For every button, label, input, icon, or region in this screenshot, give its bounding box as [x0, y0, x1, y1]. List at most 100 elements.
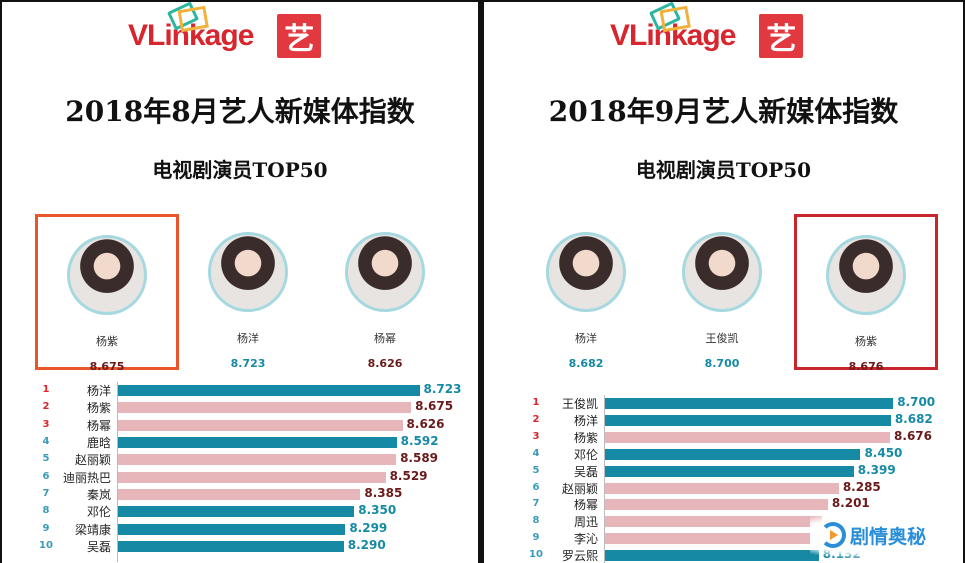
bar-row: 1 杨洋 8.723: [2, 382, 478, 399]
bar-row: 8 邓伦 8.350: [2, 503, 478, 520]
bar-category-label: 杨幂: [573, 498, 598, 513]
bar-row: 8 周迅: [484, 513, 963, 530]
avatar: [67, 235, 147, 315]
rank-label: 8: [42, 505, 50, 517]
bar-value-label: 8.529: [389, 468, 428, 483]
top-card: 杨洋 8.682: [514, 214, 658, 370]
avatar: [345, 232, 425, 312]
top-card: 王俊凯 8.700: [650, 214, 794, 370]
bar-value-label: 8.682: [894, 411, 933, 426]
bar: [118, 523, 346, 535]
watermark: 剧情奥秘: [810, 512, 960, 558]
top-card: 杨紫 8.676: [794, 214, 938, 373]
top-value: 8.676: [848, 360, 884, 373]
bar-row: 2 杨紫 8.675: [2, 399, 478, 416]
top-value: 8.626: [367, 357, 403, 370]
bar-row: 3 杨幂 8.626: [2, 417, 478, 434]
rank-label: 1: [42, 384, 50, 395]
top-card: 杨洋 8.723: [176, 214, 320, 370]
rank-label: 4: [532, 447, 540, 459]
bar-category-label: 周迅: [573, 515, 598, 530]
avatar: [208, 232, 288, 312]
bar: [605, 516, 823, 528]
bar-value-label: 8.399: [857, 462, 896, 477]
yi-badge-icon: 艺: [277, 14, 322, 58]
play-logo-icon: [820, 522, 846, 548]
bar-row: 5 吴磊 8.399: [484, 463, 963, 480]
bar-row: 2 杨洋 8.682: [484, 412, 963, 429]
bar-row: 7 秦岚 8.385: [2, 486, 478, 503]
rank-label: 3: [42, 418, 50, 430]
bar-row: 9 李沁: [484, 530, 963, 547]
rank-label: 10: [529, 549, 543, 561]
watermark-text: 剧情奥秘: [850, 525, 927, 548]
top-name: 杨幂: [374, 332, 396, 345]
rank-label: 1: [532, 397, 540, 408]
panel-august: VLinkage 艺 2018年8月艺人新媒体指数 电视剧演员TOP50 杨紫 8…: [2, 2, 478, 563]
rank-label: 10: [39, 540, 53, 552]
top-name: 杨洋: [575, 332, 597, 345]
rank-label: 7: [532, 498, 540, 510]
rank-label: 7: [42, 488, 50, 500]
rank-label: 6: [532, 481, 540, 493]
chart-axis: [117, 382, 118, 562]
bar-row: 1 王俊凯 8.700: [484, 395, 963, 412]
vlinkage-logo: VLinkage 艺: [610, 2, 804, 58]
bar-category-label: 杨洋: [86, 384, 111, 398]
bar-category-label: 王俊凯: [561, 397, 598, 411]
bar-row: 3 杨紫 8.676: [484, 429, 963, 446]
rank-label: 8: [532, 515, 540, 527]
bar: [605, 414, 891, 426]
bar: [118, 471, 386, 483]
bar: [118, 541, 344, 553]
bar-category-label: 杨紫: [573, 430, 598, 445]
bar-row: 10 吴磊 8.290: [2, 538, 478, 555]
top-value: 8.675: [89, 360, 125, 373]
bar-category-label: 杨紫: [86, 401, 111, 416]
rank-label: 2: [42, 401, 50, 413]
chart-axis: [604, 395, 605, 563]
bar: [118, 385, 420, 396]
bar: [118, 489, 361, 501]
top-card: 杨紫 8.675: [35, 214, 179, 373]
bar: [118, 506, 355, 518]
bar-category-label: 杨幂: [86, 418, 111, 433]
bar: [605, 448, 861, 460]
bar-row: 6 迪丽热巴 8.529: [2, 469, 478, 486]
bar-category-label: 秦岚: [86, 488, 111, 503]
bar: [118, 437, 397, 449]
rank-label: 6: [42, 470, 50, 482]
bar-row: 6 赵丽颖 8.285: [484, 480, 963, 497]
bar: [605, 533, 820, 545]
bar-value-label: 8.700: [897, 395, 936, 409]
bar: [118, 419, 403, 431]
rank-label: 3: [532, 430, 540, 442]
bar-value-label: 8.299: [349, 520, 388, 535]
top-name: 杨紫: [96, 335, 118, 348]
rank-label: 2: [532, 413, 540, 425]
rank-label: 9: [532, 532, 540, 544]
bar: [118, 402, 412, 414]
bar-value-label: 8.675: [415, 399, 454, 414]
rank-label: 9: [42, 522, 50, 534]
top-value: 8.723: [230, 357, 266, 370]
bar-value-label: 8.592: [400, 434, 439, 449]
rank-label: 5: [532, 464, 540, 476]
bar: [605, 431, 891, 443]
bar-row: 4 鹿晗 8.592: [2, 434, 478, 451]
bar-category-label: 吴磊: [86, 540, 111, 555]
yi-badge-icon: 艺: [759, 14, 804, 58]
top-name: 杨紫: [855, 335, 877, 348]
page-title: 2018年8月艺人新媒体指数: [65, 95, 415, 128]
bar-category-label: 赵丽颖: [74, 453, 111, 468]
bar: [605, 550, 819, 562]
panel-september: VLinkage 艺 2018年9月艺人新媒体指数 电视剧演员TOP50 杨洋 8…: [484, 2, 963, 563]
bar: [118, 454, 397, 466]
bar-value-label: 8.290: [347, 538, 386, 553]
bar-category-label: 鹿晗: [86, 436, 111, 451]
rank-label: 5: [42, 453, 50, 465]
page-subtitle: 电视剧演员TOP50: [152, 158, 328, 182]
bar-value-label: 8.723: [423, 382, 462, 396]
top-name: 杨洋: [237, 332, 259, 345]
bar-category-label: 迪丽热巴: [62, 470, 111, 485]
